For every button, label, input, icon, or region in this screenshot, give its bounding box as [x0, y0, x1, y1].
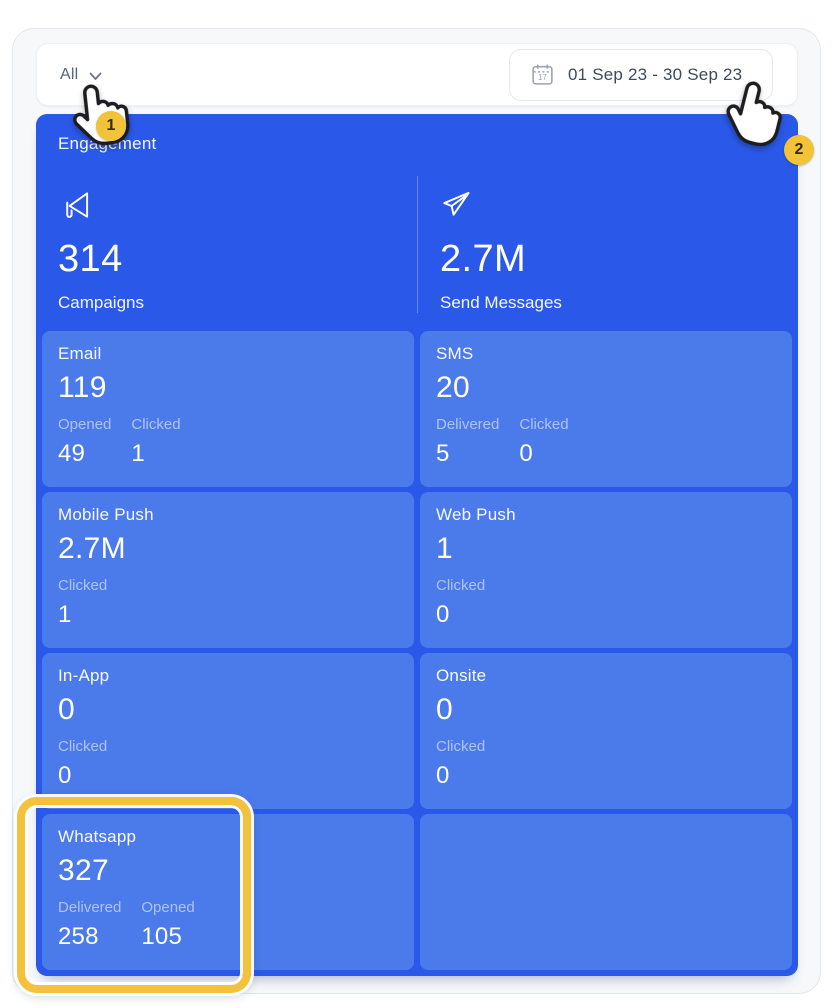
- summary-send-messages: 2.7M Send Messages: [417, 176, 798, 313]
- card-stats: Clicked 0: [58, 738, 398, 790]
- campaigns-value: 314: [58, 238, 123, 280]
- filter-dropdown[interactable]: All: [60, 66, 102, 84]
- stat-value: 258: [58, 923, 99, 950]
- stat-label: Delivered: [58, 899, 122, 916]
- stat-value: 105: [141, 923, 183, 950]
- card-value: 119: [58, 371, 107, 404]
- stat-value: 0: [436, 601, 450, 628]
- send-messages-label: Send Messages: [440, 293, 562, 312]
- stat-label: Opened: [141, 899, 195, 916]
- filter-label: All: [60, 65, 79, 83]
- engagement-panel: Engagement 314 Campaigns: [36, 114, 798, 976]
- channel-cards-grid: Email 119 Opened 49 Clicked 1 SMS 20: [42, 331, 792, 970]
- stat-value: 0: [58, 762, 72, 789]
- calendar-icon: 17: [530, 62, 555, 87]
- card-value: 0: [58, 693, 75, 726]
- card-stats: Delivered 258 Opened 105: [58, 899, 398, 951]
- date-range-label: 01 Sep 23 - 30 Sep 23: [568, 64, 743, 84]
- stat-value: 1: [58, 601, 72, 628]
- stat-value: 5: [436, 440, 450, 467]
- card-whatsapp: Whatsapp 327 Delivered 258 Opened 105: [42, 814, 414, 970]
- stat-col: Clicked 0: [436, 577, 485, 629]
- card-empty-cell: [420, 814, 792, 970]
- stat-label: Clicked: [519, 416, 569, 433]
- stat-label: Delivered: [436, 416, 500, 433]
- stat-col: Opened 49: [58, 416, 111, 468]
- stat-col: Clicked 0: [519, 416, 568, 468]
- stat-label: Clicked: [131, 416, 181, 433]
- card-title: Web Push: [436, 505, 516, 524]
- card-email: Email 119 Opened 49 Clicked 1: [42, 331, 414, 487]
- stat-value: 0: [519, 440, 533, 467]
- card-value: 2.7M: [58, 532, 126, 565]
- stat-col: Clicked 1: [131, 416, 180, 468]
- card-title: In-App: [58, 666, 110, 685]
- card-stats: Opened 49 Clicked 1: [58, 416, 398, 468]
- card-title: Onsite: [436, 666, 487, 685]
- dashboard-card: All 17 01 Sep 23 - 30 Sep 23 Engagement: [12, 28, 821, 994]
- stat-col: Clicked 0: [436, 738, 485, 790]
- stat-col: Clicked 1: [58, 577, 107, 629]
- stat-value: 0: [436, 762, 450, 789]
- summary-row: 314 Campaigns 2.7M Send Messages: [36, 176, 798, 313]
- stat-label: Clicked: [58, 577, 108, 594]
- card-stats: Clicked 0: [436, 577, 776, 629]
- stat-value: 1: [131, 440, 145, 467]
- stat-label: Opened: [58, 416, 112, 433]
- click-annotation-2: 2: [726, 80, 828, 190]
- summary-campaigns: 314 Campaigns: [36, 176, 417, 313]
- step-badge-1: 1: [96, 111, 126, 141]
- filter-toolbar: All 17 01 Sep 23 - 30 Sep 23: [36, 43, 798, 106]
- send-messages-value: 2.7M: [440, 238, 527, 280]
- stat-col: Delivered 5: [436, 416, 499, 468]
- step-badge-2: 2: [784, 135, 814, 165]
- stat-col: Clicked 0: [58, 738, 107, 790]
- card-onsite: Onsite 0 Clicked 0: [420, 653, 792, 809]
- card-value: 1: [436, 532, 453, 565]
- paper-plane-icon: [440, 188, 776, 222]
- calendar-day-number: 17: [538, 73, 547, 82]
- chevron-down-icon: [89, 72, 102, 81]
- card-title: Email: [58, 344, 102, 363]
- card-stats: Clicked 1: [58, 577, 398, 629]
- card-sms: SMS 20 Delivered 5 Clicked 0: [420, 331, 792, 487]
- stat-value: 49: [58, 440, 86, 467]
- card-value: 0: [436, 693, 453, 726]
- stat-label: Clicked: [436, 577, 486, 594]
- card-value: 20: [436, 371, 470, 404]
- card-web-push: Web Push 1 Clicked 0: [420, 492, 792, 648]
- stat-col: Opened 105: [141, 899, 194, 951]
- card-value: 327: [58, 854, 109, 887]
- date-range-button[interactable]: 17 01 Sep 23 - 30 Sep 23: [509, 48, 773, 101]
- card-in-app: In-App 0 Clicked 0: [42, 653, 414, 809]
- click-annotation-1: 1: [64, 83, 154, 187]
- hand-pointer-icon: [726, 81, 782, 147]
- card-stats: Delivered 5 Clicked 0: [436, 416, 776, 468]
- stat-label: Clicked: [58, 738, 108, 755]
- card-title: SMS: [436, 344, 474, 363]
- card-title: Whatsapp: [58, 827, 137, 846]
- card-stats: Clicked 0: [436, 738, 776, 790]
- campaigns-label: Campaigns: [58, 293, 144, 312]
- stat-label: Clicked: [436, 738, 486, 755]
- card-title: Mobile Push: [58, 505, 154, 524]
- stat-col: Delivered 258: [58, 899, 121, 951]
- card-mobile-push: Mobile Push 2.7M Clicked 1: [42, 492, 414, 648]
- megaphone-icon: [58, 188, 395, 222]
